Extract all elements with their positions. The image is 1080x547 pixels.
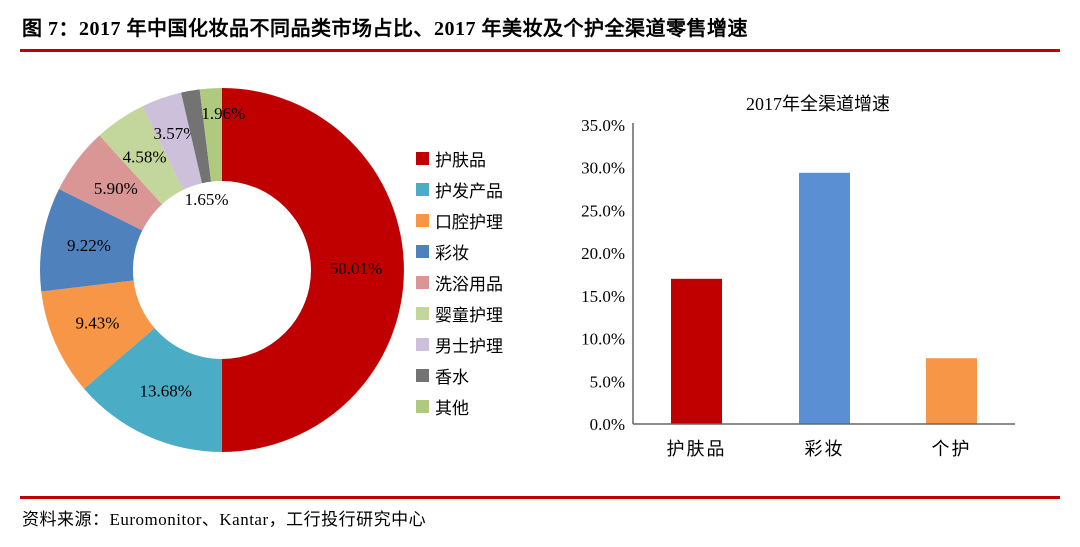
y-tick-label: 30.0% <box>581 159 625 178</box>
legend-swatch <box>416 338 429 351</box>
footer-rule <box>20 496 1060 499</box>
donut-value-label: 3.57% <box>153 124 197 143</box>
legend-swatch <box>416 245 429 258</box>
legend-label: 男士护理 <box>435 337 503 356</box>
donut-value-label: 9.43% <box>76 314 120 333</box>
donut-value-label: 4.58% <box>123 148 167 167</box>
bar-彩妆 <box>799 172 850 424</box>
donut-slice-男士护理 <box>142 92 202 190</box>
bar-chart: 2017年全渠道增速 0.0% 5.0% 10.0% 15.0% 20.0% 25.0% 30… <box>581 94 1015 459</box>
legend-swatch <box>416 369 429 382</box>
figure-title: 图 7：2017 年中国化妆品不同品类市场占比、2017 年美妆及个护全渠道零售… <box>22 18 748 40</box>
donut-value-label: 50.01% <box>330 259 382 278</box>
donut-slice-香水 <box>181 89 212 184</box>
legend-item-洗浴用品: 洗浴用品 <box>416 267 503 298</box>
legend-label: 洗浴用品 <box>435 275 503 294</box>
legend-item-护肤品: 护肤品 <box>416 143 503 174</box>
x-category-label: 彩妆 <box>805 439 845 459</box>
legend-swatch <box>416 183 429 196</box>
legend-swatch <box>416 400 429 413</box>
legend-swatch <box>416 152 429 165</box>
legend-swatch <box>416 214 429 227</box>
y-tick-label: 0.0% <box>590 415 625 434</box>
donut-chart: 50.01% 13.68% 9.43% 9.22% 5.90% 4.58% 3.57% 1.6… <box>40 88 404 452</box>
legend-item-口腔护理: 口腔护理 <box>416 205 503 236</box>
title-underline <box>20 49 1060 52</box>
donut-value-label: 5.90% <box>94 179 138 198</box>
legend-label: 口腔护理 <box>435 213 503 232</box>
legend-label: 护发产品 <box>435 182 503 201</box>
donut-slice-婴童护理 <box>99 106 184 205</box>
figure-source: 资料来源：Euromonitor、Kantar，工行投行研究中心 <box>22 510 427 529</box>
donut-value-label: 13.68% <box>139 382 191 401</box>
legend-label: 护肤品 <box>435 151 486 170</box>
x-category-label: 个护 <box>932 439 972 459</box>
y-tick-label: 25.0% <box>581 201 625 220</box>
bar-chart-title: 2017年全渠道增速 <box>746 94 890 114</box>
donut-slice-护肤品 <box>221 88 404 452</box>
legend-swatch <box>416 307 429 320</box>
legend-item-彩妆: 彩妆 <box>416 236 503 267</box>
donut-legend: 护肤品护发产品口腔护理彩妆洗浴用品婴童护理男士护理香水其他 <box>416 143 503 422</box>
donut-value-label: 9.22% <box>67 236 111 255</box>
legend-item-男士护理: 男士护理 <box>416 329 503 360</box>
y-tick-label: 35.0% <box>581 116 625 135</box>
legend-label: 婴童护理 <box>435 306 503 325</box>
legend-label: 香水 <box>435 368 469 387</box>
donut-value-label: 1.96% <box>201 104 245 123</box>
y-tick-label: 5.0% <box>590 372 625 391</box>
y-tick-label: 15.0% <box>581 287 625 306</box>
donut-slice-护发产品 <box>84 328 222 452</box>
legend-label: 彩妆 <box>435 244 469 263</box>
x-category-label: 护肤品 <box>667 439 727 459</box>
bar-护肤品 <box>671 278 722 424</box>
legend-label: 其他 <box>435 399 469 418</box>
bar-个护 <box>926 358 977 424</box>
y-tick-label: 20.0% <box>581 244 625 263</box>
donut-slice-口腔护理 <box>41 280 155 389</box>
donut-value-label: 1.65% <box>185 190 229 209</box>
y-tick-label: 10.0% <box>581 330 625 349</box>
donut-slice-其他 <box>199 88 222 182</box>
legend-item-护发产品: 护发产品 <box>416 174 503 205</box>
legend-item-婴童护理: 婴童护理 <box>416 298 503 329</box>
donut-slice-洗浴用品 <box>59 135 163 231</box>
legend-swatch <box>416 276 429 289</box>
donut-slice-彩妆 <box>40 189 143 292</box>
legend-item-香水: 香水 <box>416 360 503 391</box>
legend-item-其他: 其他 <box>416 391 503 422</box>
